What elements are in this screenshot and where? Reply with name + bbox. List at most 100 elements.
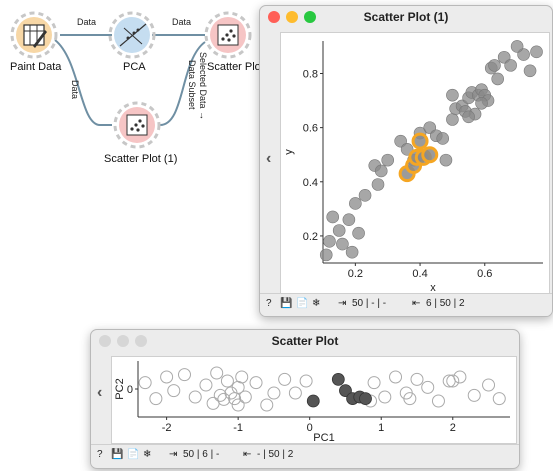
window-title: Scatter Plot (1)	[363, 10, 449, 24]
data-point[interactable]	[381, 153, 395, 167]
window-zoom-button[interactable]	[135, 335, 147, 347]
node-pca[interactable]	[108, 11, 156, 59]
data-point[interactable]	[231, 398, 245, 412]
data-point[interactable]	[467, 388, 481, 402]
data-point[interactable]	[431, 394, 445, 408]
data-point[interactable]	[436, 132, 450, 145]
data-point[interactable]	[217, 392, 231, 406]
data-point[interactable]	[421, 380, 435, 394]
data-point[interactable]	[149, 392, 163, 406]
chevron-left-icon[interactable]: ‹	[266, 150, 272, 167]
data-point[interactable]	[403, 392, 417, 406]
node-label-scatter-plot: Scatter Plot	[207, 61, 264, 73]
data-point[interactable]	[138, 376, 152, 390]
data-point[interactable]	[319, 248, 333, 262]
data-point[interactable]	[446, 113, 459, 126]
data-point[interactable]	[278, 372, 292, 386]
palette-icon[interactable]: ❄	[312, 298, 321, 309]
input-summary: 50 | - | -	[352, 298, 387, 309]
node-scatter-plot[interactable]	[204, 11, 252, 59]
selected-data-point[interactable]	[421, 146, 439, 164]
data-point[interactable]	[446, 88, 459, 102]
data-point[interactable]	[326, 210, 340, 224]
help-icon[interactable]: ?	[266, 298, 272, 309]
data-point[interactable]	[323, 235, 336, 248]
data-point[interactable]	[492, 392, 506, 406]
data-point[interactable]	[446, 374, 460, 388]
data-point[interactable]	[260, 398, 274, 412]
report-icon[interactable]: 📄	[296, 298, 309, 309]
node-paint-data[interactable]	[10, 11, 58, 59]
data-point[interactable]	[249, 376, 263, 390]
data-point[interactable]	[336, 237, 349, 251]
data-point[interactable]	[167, 384, 181, 398]
link-scatter1-scatter	[159, 41, 206, 126]
data-point[interactable]	[530, 45, 543, 59]
window-minimize-button[interactable]	[117, 335, 129, 347]
data-point[interactable]	[439, 153, 453, 167]
data-point[interactable]	[199, 378, 213, 392]
subset-data-point[interactable]	[339, 384, 352, 397]
data-point[interactable]	[504, 59, 517, 72]
data-point[interactable]	[220, 374, 234, 388]
data-point[interactable]	[206, 396, 220, 410]
scatter-plot-1-chart[interactable]: 0.2 0.4 0.6 0.2 0.4 0.6 0.8 x y	[281, 33, 549, 294]
input-icon: ⇥	[338, 298, 347, 309]
data-point[interactable]	[523, 64, 537, 78]
data-point[interactable]	[491, 72, 505, 86]
palette-icon[interactable]: ❄	[143, 449, 152, 460]
data-point[interactable]	[488, 59, 501, 72]
data-point[interactable]	[371, 178, 385, 191]
data-point[interactable]	[288, 386, 302, 400]
data-point[interactable]	[210, 366, 224, 380]
node-scatter-plot-1[interactable]	[113, 101, 161, 149]
data-point[interactable]	[267, 386, 281, 400]
data-point[interactable]	[352, 226, 365, 240]
x-tick-label: 1	[378, 422, 384, 434]
save-icon[interactable]: 💾	[111, 449, 124, 460]
help-icon[interactable]: ?	[97, 449, 103, 460]
data-point[interactable]	[482, 378, 496, 392]
selected-data-point[interactable]	[411, 132, 429, 150]
data-point[interactable]	[378, 390, 392, 404]
data-point[interactable]	[410, 372, 424, 386]
data-point[interactable]	[345, 245, 359, 259]
scatter-plot-area[interactable]: -2 -1 0 1 2 0 PC1 PC2	[111, 356, 517, 444]
data-point[interactable]	[235, 370, 249, 384]
report-icon[interactable]: 📄	[127, 449, 140, 460]
subset-data-point[interactable]	[306, 394, 320, 408]
data-point[interactable]	[178, 368, 191, 382]
data-point[interactable]	[374, 164, 388, 178]
window-zoom-button[interactable]	[304, 11, 316, 23]
data-point[interactable]	[238, 390, 252, 404]
window-close-button[interactable]	[268, 11, 280, 23]
scatter-plot-1-area[interactable]: 0.2 0.4 0.6 0.2 0.4 0.6 0.8 x y	[280, 32, 550, 294]
data-point[interactable]	[358, 189, 372, 202]
data-point[interactable]	[475, 96, 488, 110]
data-point[interactable]	[462, 110, 475, 124]
window-close-button[interactable]	[99, 335, 111, 347]
chevron-left-icon[interactable]: ‹	[97, 384, 103, 401]
data-point[interactable]	[453, 370, 467, 384]
data-point[interactable]	[160, 370, 174, 384]
data-point[interactable]	[349, 197, 362, 210]
x-tick-label: 0.2	[348, 268, 363, 280]
subset-data-point[interactable]	[359, 392, 372, 405]
output-icon: ⇤	[412, 298, 421, 309]
data-point[interactable]	[342, 213, 356, 226]
input-summary: 50 | 6 | -	[183, 449, 220, 460]
data-point[interactable]	[389, 370, 403, 384]
data-point[interactable]	[332, 224, 346, 237]
scatter-plot-1-window: Scatter Plot (1) ‹ 0.2 0.4 0.6 0.2 0.4 0.6 0.8…	[259, 5, 553, 317]
x-tick-label: -1	[233, 422, 243, 434]
data-point[interactable]	[367, 376, 381, 390]
y-axis-label: y	[283, 149, 295, 155]
window-minimize-button[interactable]	[286, 11, 298, 23]
save-icon[interactable]: 💾	[280, 298, 293, 309]
data-point[interactable]	[299, 374, 313, 388]
subset-data-point[interactable]	[331, 372, 345, 386]
data-point[interactable]	[213, 388, 227, 402]
data-point[interactable]	[510, 40, 524, 53]
data-point[interactable]	[188, 390, 202, 404]
